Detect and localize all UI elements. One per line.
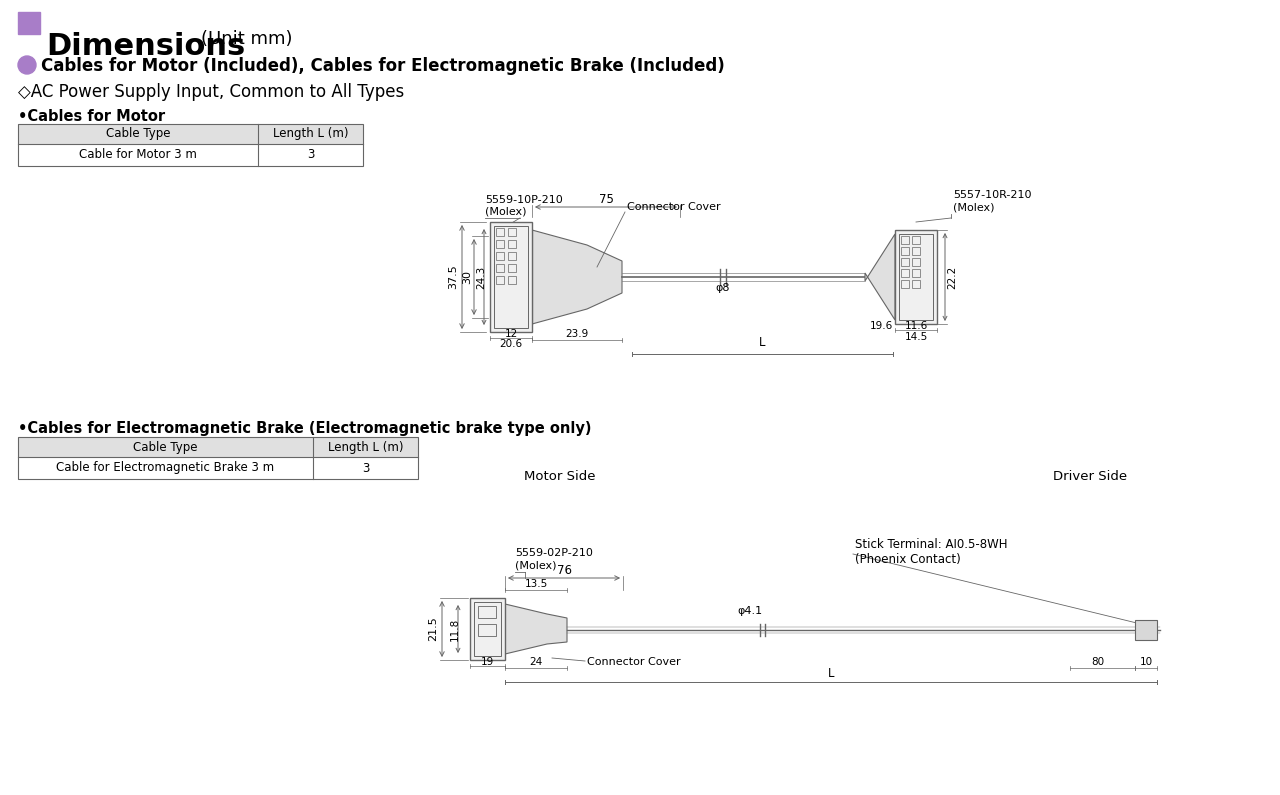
Polygon shape bbox=[506, 604, 567, 654]
Text: 14.5: 14.5 bbox=[905, 332, 928, 342]
Bar bbox=[911, 236, 920, 244]
Text: 30: 30 bbox=[462, 270, 472, 284]
Bar bbox=[1135, 620, 1157, 640]
Text: Cable for Electromagnetic Brake 3 m: Cable for Electromagnetic Brake 3 m bbox=[56, 462, 275, 475]
Text: (Unit mm): (Unit mm) bbox=[201, 30, 293, 48]
Text: Dimensions: Dimensions bbox=[46, 32, 246, 61]
Circle shape bbox=[18, 56, 36, 74]
Bar bbox=[901, 280, 909, 288]
Text: L: L bbox=[828, 667, 835, 680]
Text: φ8: φ8 bbox=[716, 283, 731, 293]
Bar bbox=[18, 124, 364, 144]
Bar bbox=[497, 276, 504, 284]
Bar bbox=[901, 269, 909, 277]
Text: 5559-10P-210
(Molex): 5559-10P-210 (Molex) bbox=[485, 196, 563, 217]
Text: 37.5: 37.5 bbox=[448, 265, 458, 289]
Text: Connector Cover: Connector Cover bbox=[588, 657, 681, 667]
Text: ◇AC Power Supply Input, Common to All Types: ◇AC Power Supply Input, Common to All Ty… bbox=[18, 83, 404, 101]
Text: 21.5: 21.5 bbox=[428, 617, 438, 642]
Bar bbox=[470, 598, 506, 660]
Text: Length L (m): Length L (m) bbox=[328, 440, 403, 453]
Bar bbox=[508, 240, 516, 248]
Bar bbox=[18, 437, 419, 479]
Text: Connector Cover: Connector Cover bbox=[627, 202, 721, 212]
Text: Cables for Motor (Included), Cables for Electromagnetic Brake (Included): Cables for Motor (Included), Cables for … bbox=[41, 57, 724, 75]
Bar bbox=[899, 234, 933, 320]
Polygon shape bbox=[865, 234, 895, 320]
Polygon shape bbox=[532, 230, 622, 324]
Text: Cable Type: Cable Type bbox=[106, 127, 170, 141]
Text: 3: 3 bbox=[307, 149, 314, 161]
Bar bbox=[508, 276, 516, 284]
Text: •Cables for Motor: •Cables for Motor bbox=[18, 109, 165, 124]
Text: 24: 24 bbox=[530, 657, 543, 667]
Text: φ4.1: φ4.1 bbox=[737, 606, 763, 616]
Bar bbox=[901, 258, 909, 266]
Bar bbox=[474, 602, 500, 656]
Text: 5559-02P-210
(Molex): 5559-02P-210 (Molex) bbox=[515, 549, 593, 570]
Bar bbox=[911, 258, 920, 266]
Bar bbox=[494, 226, 529, 328]
Text: 76: 76 bbox=[557, 564, 571, 577]
Bar bbox=[18, 124, 364, 166]
Text: L: L bbox=[759, 336, 765, 349]
Text: 20.6: 20.6 bbox=[499, 339, 522, 349]
Text: 12: 12 bbox=[504, 329, 517, 339]
Text: 11.8: 11.8 bbox=[451, 618, 460, 641]
Bar bbox=[901, 247, 909, 255]
Text: 19.6: 19.6 bbox=[869, 321, 893, 331]
Bar bbox=[477, 624, 497, 636]
Bar bbox=[497, 240, 504, 248]
Bar bbox=[497, 264, 504, 272]
Text: 75: 75 bbox=[599, 193, 613, 206]
Bar bbox=[901, 236, 909, 244]
Bar bbox=[911, 269, 920, 277]
Text: Cable for Motor 3 m: Cable for Motor 3 m bbox=[79, 149, 197, 161]
Text: 80: 80 bbox=[1091, 657, 1105, 667]
Bar bbox=[895, 230, 937, 324]
Bar bbox=[508, 228, 516, 236]
Text: 19: 19 bbox=[481, 657, 494, 667]
Bar bbox=[490, 222, 532, 332]
Text: 13.5: 13.5 bbox=[525, 579, 548, 589]
Bar bbox=[18, 437, 419, 457]
Text: 10: 10 bbox=[1139, 657, 1152, 667]
Text: Cable Type: Cable Type bbox=[133, 440, 197, 453]
Text: 23.9: 23.9 bbox=[566, 329, 589, 339]
Text: •Cables for Electromagnetic Brake (Electromagnetic brake type only): •Cables for Electromagnetic Brake (Elect… bbox=[18, 421, 591, 436]
Text: 24.3: 24.3 bbox=[476, 266, 486, 289]
Text: Length L (m): Length L (m) bbox=[273, 127, 348, 141]
Text: Stick Terminal: AI0.5-8WH
(Phoenix Contact): Stick Terminal: AI0.5-8WH (Phoenix Conta… bbox=[855, 538, 1007, 566]
Bar bbox=[508, 264, 516, 272]
Text: Motor Side: Motor Side bbox=[525, 470, 595, 483]
Bar bbox=[911, 280, 920, 288]
Bar bbox=[508, 252, 516, 260]
Bar bbox=[497, 252, 504, 260]
Text: 11.6: 11.6 bbox=[905, 321, 928, 331]
Bar bbox=[477, 606, 497, 618]
Text: 3: 3 bbox=[362, 462, 369, 475]
Bar bbox=[497, 228, 504, 236]
Bar bbox=[911, 247, 920, 255]
Text: 22.2: 22.2 bbox=[947, 266, 957, 289]
Text: Driver Side: Driver Side bbox=[1053, 470, 1128, 483]
Text: 5557-10R-210
(Molex): 5557-10R-210 (Molex) bbox=[954, 190, 1032, 212]
Bar bbox=[18, 12, 40, 34]
